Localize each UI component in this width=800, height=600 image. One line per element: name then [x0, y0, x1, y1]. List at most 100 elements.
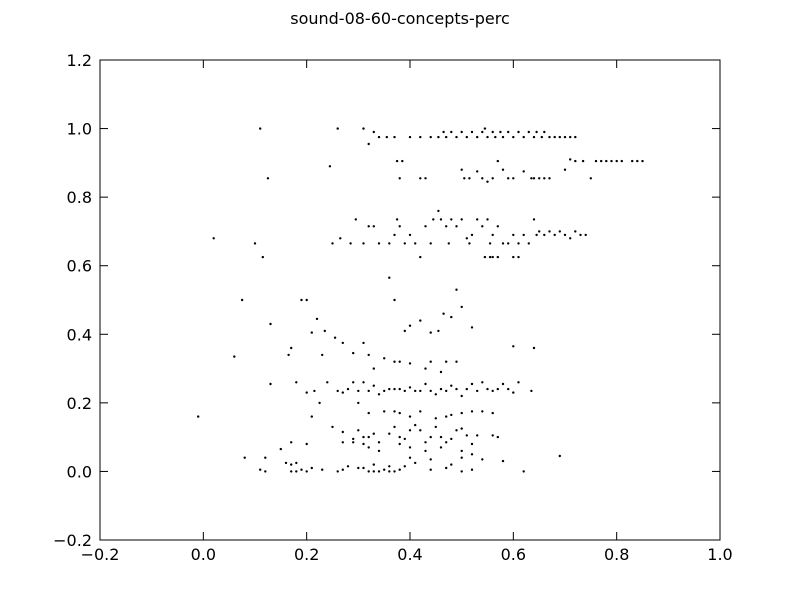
data-point — [522, 135, 525, 139]
data-point — [408, 429, 412, 432]
data-point — [305, 391, 308, 394]
data-point — [470, 442, 474, 446]
data-point — [605, 159, 608, 163]
data-point — [424, 449, 427, 453]
data-point — [424, 177, 427, 180]
data-point — [367, 435, 370, 439]
data-point — [569, 135, 572, 139]
data-point — [465, 434, 468, 437]
data-point — [393, 410, 396, 413]
data-point — [290, 470, 293, 473]
x-tick-label: 0.0 — [191, 545, 216, 564]
data-point — [352, 381, 355, 384]
chart-title: sound-08-60-concepts-perc — [290, 9, 510, 28]
data-point — [532, 218, 536, 221]
data-point — [465, 135, 468, 139]
data-point — [336, 127, 339, 130]
data-point — [414, 389, 417, 393]
data-point — [465, 387, 468, 391]
data-point — [543, 177, 546, 180]
data-point — [491, 434, 494, 437]
data-point — [326, 381, 329, 384]
data-point — [465, 237, 468, 240]
data-point — [563, 135, 567, 139]
data-point — [445, 441, 448, 444]
data-point — [507, 177, 510, 180]
data-point — [522, 170, 525, 173]
data-point — [439, 370, 443, 374]
data-point — [357, 466, 360, 470]
data-point — [414, 423, 417, 427]
data-point — [388, 242, 391, 245]
data-point — [527, 242, 530, 245]
data-point — [429, 360, 432, 363]
data-point — [501, 168, 505, 171]
data-point — [414, 461, 417, 465]
data-point — [395, 159, 399, 163]
x-tick-label: 0.8 — [604, 545, 629, 564]
y-tick-label: 0.6 — [67, 257, 92, 276]
data-point — [388, 387, 391, 391]
data-point — [491, 177, 494, 180]
data-point — [388, 465, 391, 468]
plot-frame — [99, 59, 721, 541]
data-point — [403, 389, 406, 393]
data-point — [367, 389, 370, 393]
data-point — [450, 130, 453, 134]
data-point — [455, 135, 458, 139]
data-point — [569, 237, 572, 240]
data-point — [447, 242, 450, 245]
data-point — [264, 456, 267, 459]
data-point — [579, 233, 582, 237]
data-point — [455, 225, 458, 228]
data-point — [419, 255, 422, 259]
data-point — [574, 135, 577, 139]
data-point — [408, 456, 412, 459]
data-point — [419, 135, 422, 139]
data-point — [305, 442, 308, 446]
data-point — [470, 453, 474, 456]
data-point — [481, 177, 484, 180]
data-point — [445, 225, 448, 228]
x-tick-label: 0.6 — [501, 545, 526, 564]
data-point — [408, 446, 412, 449]
data-point — [352, 441, 355, 444]
data-point — [501, 382, 505, 386]
data-point — [372, 367, 375, 370]
data-point — [383, 389, 386, 393]
data-point — [437, 329, 440, 333]
data-point — [501, 459, 505, 463]
data-point — [354, 218, 357, 221]
data-point — [450, 437, 453, 441]
data-point — [468, 177, 471, 180]
data-point — [496, 435, 499, 439]
data-point — [450, 384, 453, 387]
data-point — [432, 218, 435, 221]
data-point — [535, 233, 538, 237]
data-point — [553, 233, 556, 237]
data-point — [581, 159, 585, 163]
data-point — [620, 159, 623, 163]
x-tick-label: 0.2 — [294, 545, 319, 564]
data-point — [548, 135, 551, 139]
data-point — [419, 389, 422, 393]
data-point — [445, 415, 448, 418]
data-point — [362, 466, 365, 470]
data-point — [393, 387, 396, 391]
data-point — [362, 442, 365, 446]
data-point — [403, 437, 406, 441]
data-point — [408, 324, 412, 327]
data-point — [212, 237, 215, 240]
data-point — [393, 360, 396, 363]
data-point — [532, 177, 536, 180]
data-point — [429, 458, 432, 461]
data-point — [240, 298, 244, 302]
data-point — [377, 242, 381, 245]
data-point — [488, 255, 492, 259]
data-point — [377, 470, 381, 473]
data-point — [530, 389, 533, 393]
data-point — [383, 468, 386, 471]
data-point — [491, 389, 494, 393]
data-point — [398, 225, 401, 228]
